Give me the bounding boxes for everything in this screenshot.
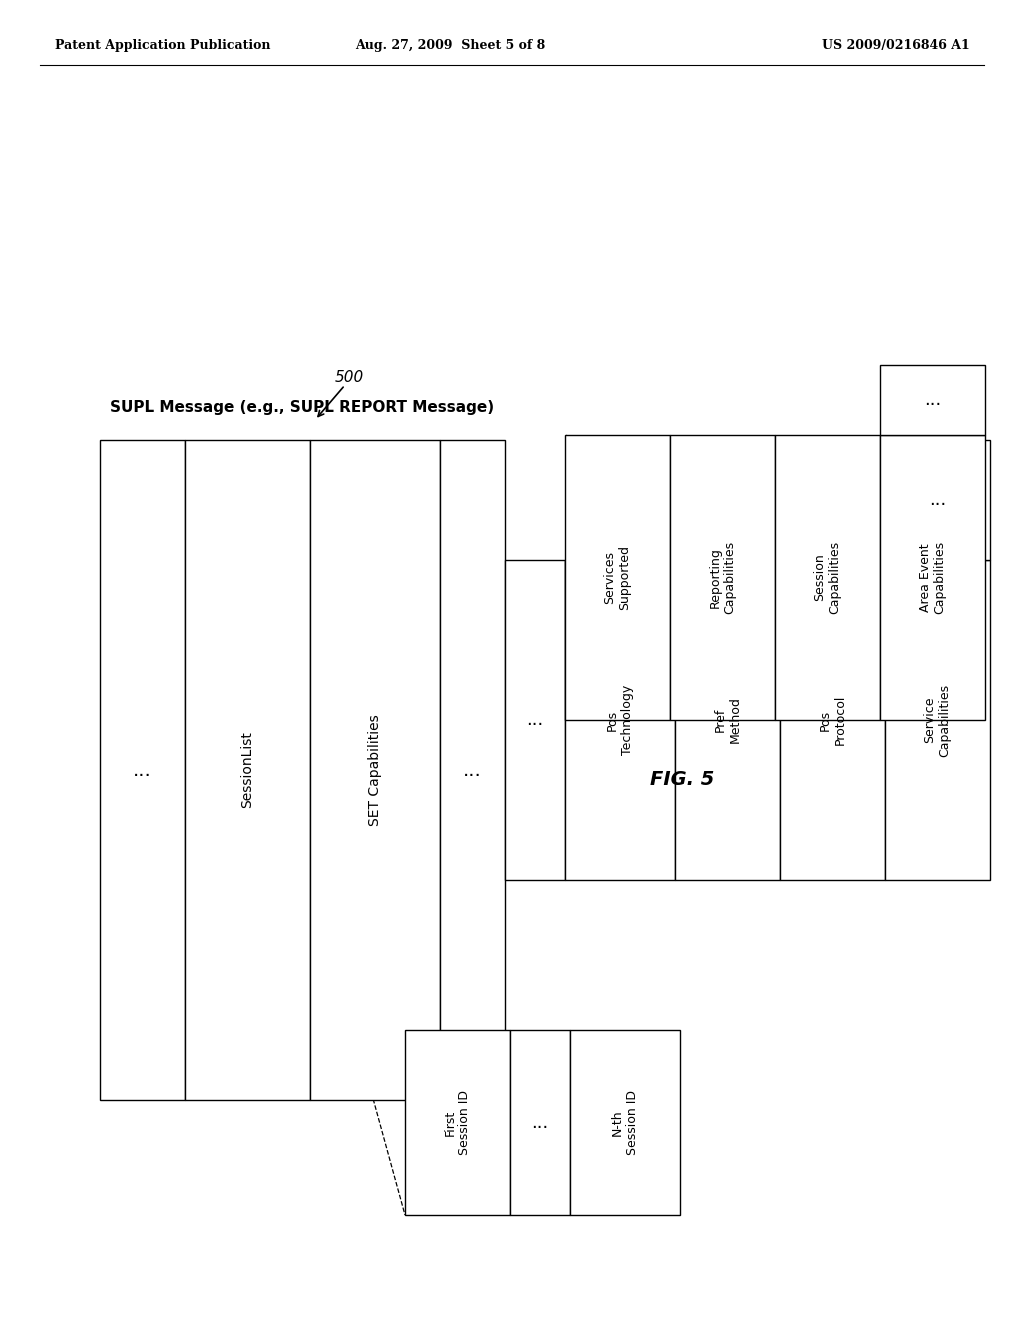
Text: Reporting
Capabilities: Reporting Capabilities bbox=[709, 541, 736, 614]
Text: N-th
Session ID: N-th Session ID bbox=[611, 1090, 639, 1155]
Bar bbox=[510, 1030, 570, 1214]
Text: Pref
Method: Pref Method bbox=[714, 697, 741, 743]
Bar bbox=[885, 440, 990, 560]
Bar bbox=[780, 560, 885, 880]
Text: ...: ... bbox=[531, 1114, 549, 1131]
Bar bbox=[880, 366, 985, 436]
Text: ...: ... bbox=[929, 491, 946, 510]
Bar bbox=[310, 440, 440, 1100]
Text: ...: ... bbox=[924, 391, 941, 409]
Bar bbox=[880, 436, 985, 719]
Text: Pos
Technology: Pos Technology bbox=[606, 685, 634, 755]
Bar bbox=[775, 436, 880, 719]
Text: ...: ... bbox=[526, 711, 544, 729]
Text: Service
Capabilities: Service Capabilities bbox=[924, 684, 951, 756]
Text: Aug. 27, 2009  Sheet 5 of 8: Aug. 27, 2009 Sheet 5 of 8 bbox=[355, 38, 545, 51]
Text: ...: ... bbox=[463, 760, 482, 780]
Bar bbox=[570, 1030, 680, 1214]
Bar bbox=[440, 440, 505, 1100]
Text: Services
Supported: Services Supported bbox=[603, 545, 632, 610]
Text: Area Event
Capabilities: Area Event Capabilities bbox=[919, 541, 946, 614]
Bar bbox=[100, 440, 185, 1100]
Text: Session
Capabilities: Session Capabilities bbox=[813, 541, 842, 614]
Text: SUPL Message (e.g., SUPL REPORT Message): SUPL Message (e.g., SUPL REPORT Message) bbox=[111, 400, 495, 414]
Text: US 2009/0216846 A1: US 2009/0216846 A1 bbox=[822, 38, 970, 51]
Bar bbox=[565, 436, 670, 719]
Text: 500: 500 bbox=[335, 370, 365, 385]
Bar bbox=[565, 560, 675, 880]
Text: Pos
Protocol: Pos Protocol bbox=[818, 694, 847, 746]
Bar bbox=[675, 560, 780, 880]
Bar bbox=[670, 436, 775, 719]
Text: ...: ... bbox=[133, 760, 152, 780]
Text: Patent Application Publication: Patent Application Publication bbox=[55, 38, 270, 51]
Bar bbox=[885, 560, 990, 880]
Text: SET Capabilities: SET Capabilities bbox=[368, 714, 382, 826]
Bar bbox=[505, 560, 565, 880]
Text: First
Session ID: First Session ID bbox=[443, 1090, 471, 1155]
Text: SessionList: SessionList bbox=[241, 731, 255, 808]
Bar bbox=[185, 440, 310, 1100]
Bar bbox=[406, 1030, 510, 1214]
Text: FIG. 5: FIG. 5 bbox=[650, 770, 715, 789]
